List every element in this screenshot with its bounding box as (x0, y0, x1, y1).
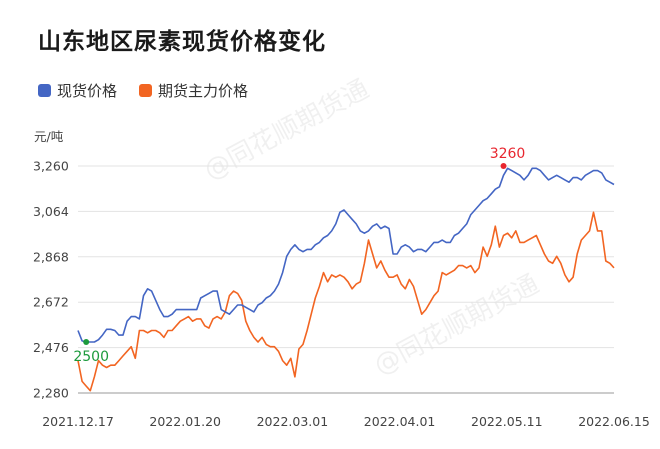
x-tick-label: 2022.06.15 (578, 414, 650, 429)
x-tick-label: 2022.04.01 (364, 414, 436, 429)
legend-item-spot[interactable]: 现货价格 (38, 80, 117, 101)
chart-title: 山东地区尿素现货价格变化 (38, 29, 326, 55)
legend-swatch-spot (38, 84, 51, 97)
watermark-text: @同花顺期货通 (369, 269, 544, 381)
max-marker (500, 163, 507, 169)
y-tick-label: 3,260 (33, 159, 69, 174)
max-label: 3260 (490, 146, 526, 162)
series-line-spot (77, 167, 615, 343)
legend-label-spot: 现货价格 (57, 82, 118, 100)
min-marker (83, 339, 90, 346)
y-tick-label: 3,064 (33, 204, 69, 219)
series-line-futures (77, 211, 615, 392)
y-tick-label: 2,280 (33, 386, 69, 401)
y-tick-label: 2,868 (33, 249, 69, 264)
legend-item-futures[interactable]: 期货主力价格 (139, 80, 248, 101)
y-axis-unit: 元/吨 (34, 129, 64, 144)
x-tick-label: 2022.01.20 (149, 414, 221, 429)
min-label: 2500 (73, 349, 109, 365)
x-tick-label: 2022.05.11 (471, 414, 543, 429)
y-tick-label: 2,476 (33, 340, 69, 355)
y-tick-label: 2,672 (33, 295, 69, 310)
x-tick-label: 2021.12.17 (42, 414, 114, 429)
legend-swatch-futures (139, 84, 153, 97)
legend: 现货价格 期货主力价格 (38, 80, 248, 101)
legend-label-futures: 期货主力价格 (158, 82, 249, 100)
watermark-text: @同花顺期货通 (199, 74, 374, 186)
x-tick-label: 2022.03.01 (257, 414, 329, 429)
